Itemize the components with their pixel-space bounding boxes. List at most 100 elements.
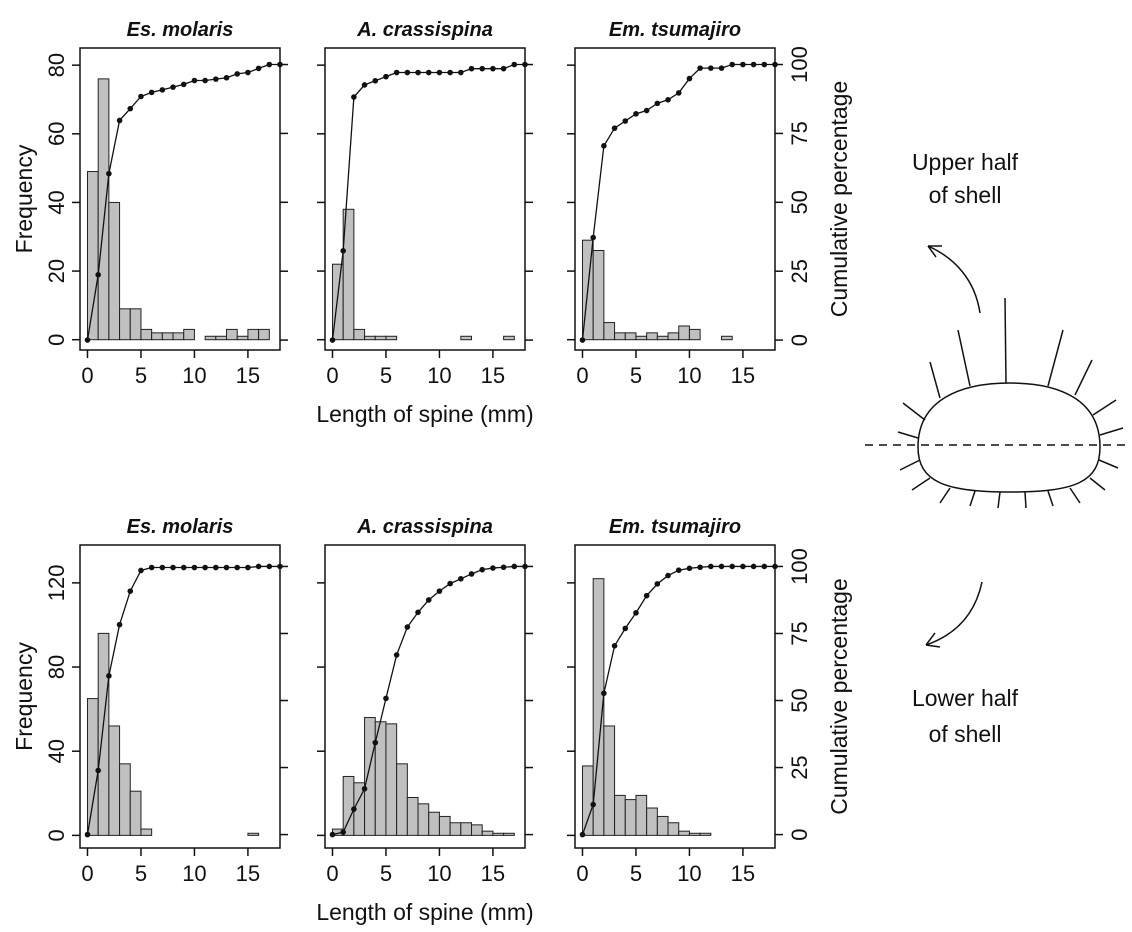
bar	[492, 832, 505, 836]
y2-tick-label: 0	[787, 334, 812, 346]
cumulative-point	[447, 580, 453, 587]
bar	[635, 794, 648, 836]
x-tick-label: 5	[135, 363, 147, 388]
cumulative-point	[191, 564, 198, 571]
cumulative-point	[127, 588, 134, 594]
cumulative-point	[95, 767, 101, 774]
cumulative-point	[468, 65, 475, 72]
x-tick-label: 10	[677, 363, 701, 388]
cumulative-point	[708, 65, 714, 71]
cumulative-point	[180, 81, 187, 88]
cumulative-point	[202, 564, 208, 571]
cumulative-point	[351, 806, 357, 812]
cumulative-point	[643, 107, 650, 114]
cumulative-point	[590, 801, 596, 808]
bar	[140, 828, 153, 836]
bar	[503, 335, 515, 341]
x-tick-label: 5	[630, 861, 642, 886]
x-tick-label: 15	[481, 363, 505, 388]
bar	[438, 815, 451, 836]
bar	[129, 790, 142, 836]
bar	[258, 328, 270, 341]
x-tick-label: 10	[427, 861, 451, 886]
bar	[119, 308, 131, 341]
cumulative-point	[601, 690, 607, 697]
x-axis-label: Length of spine (mm)	[316, 401, 533, 427]
cumulative-point	[116, 117, 123, 124]
bar	[385, 723, 398, 836]
x-tick-label: 5	[380, 363, 392, 388]
cumulative-point	[590, 234, 596, 241]
bar	[183, 328, 195, 341]
panel-title: A. crassispina	[356, 516, 493, 538]
cumulative-point	[372, 77, 379, 84]
cumulative-point	[255, 65, 262, 72]
cumulative-point	[404, 624, 411, 630]
bar	[667, 332, 680, 341]
x-tick-label: 10	[427, 363, 451, 388]
bar	[460, 822, 473, 836]
x-tick-label: 0	[81, 861, 93, 886]
cumulative-point	[718, 563, 725, 570]
bar	[417, 803, 430, 836]
bar	[385, 335, 398, 341]
cumulative-point	[729, 61, 736, 68]
panel-title: A. crassispina	[356, 19, 493, 41]
cumulative-point	[170, 564, 176, 571]
y2-tick-label: 100	[787, 548, 812, 585]
plot-frame	[324, 544, 526, 849]
cumulative-point	[329, 831, 336, 838]
bar	[656, 335, 669, 341]
cumulative-point	[340, 248, 346, 254]
panel-title: Es. molaris	[127, 19, 234, 41]
x-tick-label: 15	[236, 861, 260, 886]
cumulative-point	[202, 77, 208, 84]
urchin-diagram	[865, 245, 1130, 648]
panel-title: Em. tsumajiro	[609, 516, 741, 538]
cumulative-point	[351, 94, 357, 100]
cumulative-point	[425, 69, 432, 76]
x-tick-label: 0	[576, 363, 588, 388]
bar	[247, 328, 260, 341]
bar	[215, 335, 228, 341]
cumulative-point	[622, 118, 629, 124]
cumulative-point	[654, 581, 661, 587]
y-tick-label: 20	[44, 259, 69, 283]
bar	[151, 332, 163, 341]
y-tick-label: 60	[44, 122, 69, 146]
cumulative-point	[159, 564, 166, 571]
cumulative-point	[458, 69, 464, 76]
y2-tick-label: 100	[787, 46, 812, 83]
cumulative-point	[611, 125, 618, 131]
bar	[688, 328, 701, 341]
cumulative-point	[106, 170, 112, 177]
cumulative-point	[415, 609, 421, 616]
cumulative-point	[245, 69, 251, 76]
cumulative-point	[340, 829, 346, 835]
cumulative-point	[213, 564, 219, 571]
y2-tick-label: 50	[787, 190, 812, 214]
cumulative-point	[750, 563, 757, 570]
x-tick-label: 0	[81, 363, 93, 388]
cumulative-point	[415, 69, 421, 76]
cumulative-point	[138, 93, 144, 100]
bar	[624, 799, 637, 836]
bar	[678, 830, 690, 836]
cumulative-point	[740, 563, 746, 570]
bar	[614, 332, 626, 341]
cumulative-point	[127, 105, 134, 112]
cumulative-line	[332, 565, 525, 836]
bar	[678, 325, 690, 341]
cumulative-point	[654, 100, 661, 107]
bar	[646, 332, 658, 341]
cumulative-point	[718, 65, 725, 71]
bar	[374, 721, 387, 836]
y-tick-label: 0	[44, 829, 69, 841]
cumulative-point	[761, 61, 768, 68]
cumulative-point	[686, 75, 693, 82]
bar	[161, 332, 174, 341]
cumulative-point	[213, 76, 219, 82]
bar	[353, 328, 366, 341]
cumulative-point	[170, 84, 176, 90]
bar	[688, 832, 701, 836]
